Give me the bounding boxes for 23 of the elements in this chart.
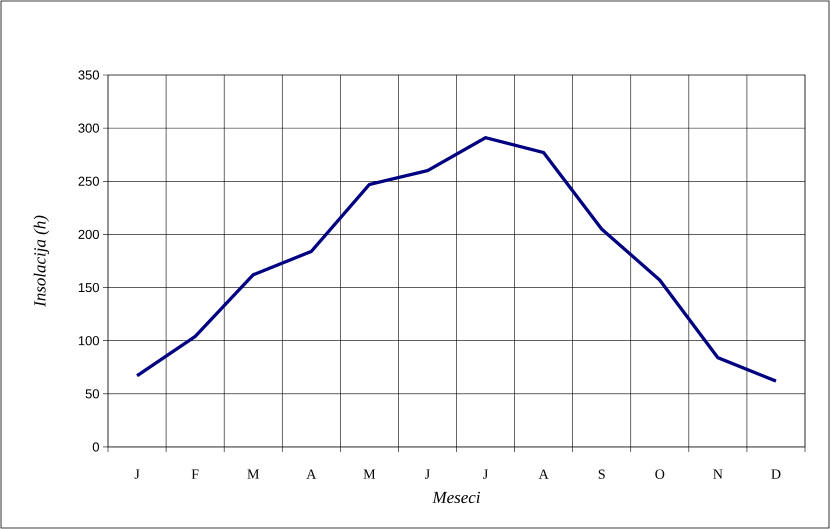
x-tick-label: A: [306, 469, 316, 479]
y-tick-label: 250: [78, 176, 99, 186]
line-series: [135, 136, 778, 383]
y-tick-label: 150: [78, 282, 99, 292]
x-tick-label: J: [134, 470, 140, 479]
x-axis-title: Meseci: [432, 492, 480, 504]
y-tick-label: 50: [86, 389, 99, 398]
x-tick-label: M: [247, 470, 260, 479]
x-tick-label: A: [538, 469, 549, 479]
x-tick-label: J: [425, 470, 430, 479]
x-tick-label: F: [192, 470, 199, 479]
x-tick-label: N: [713, 470, 723, 479]
y-tick-label: 350: [78, 70, 99, 80]
y-tick-label: 200: [78, 230, 99, 239]
y-tick-label: 300: [78, 124, 99, 133]
x-tick-label: S: [598, 470, 605, 479]
y-axis-title: Insolacija (h): [34, 216, 50, 307]
y-tick-label: 0: [92, 442, 99, 452]
x-tick-label: J: [483, 470, 488, 479]
y-tick-label: 100: [78, 336, 99, 346]
x-tick-label: M: [364, 470, 376, 479]
x-tick-label: O: [655, 470, 664, 479]
x-tick-label: D: [771, 470, 780, 479]
